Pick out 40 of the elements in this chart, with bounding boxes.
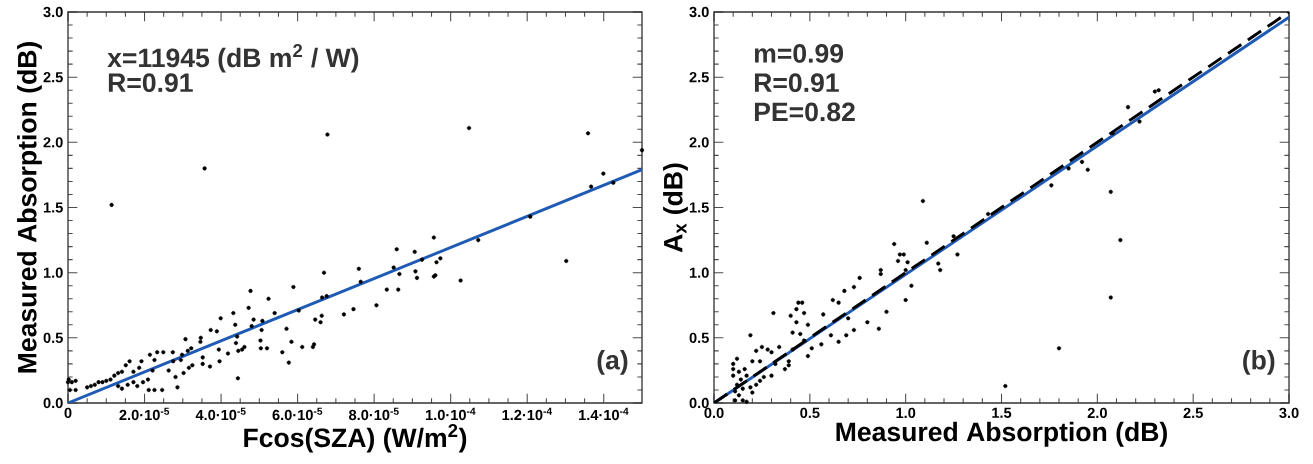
y-tick-label: 1.0 [689, 267, 709, 278]
x-tick-label: 2.5 [1183, 407, 1203, 419]
x-tick-label: 0.0 [704, 407, 724, 419]
annotation: R=0.91 [754, 73, 839, 93]
y-tick-label: 3.0 [689, 6, 709, 18]
annotation: R=0.91 [108, 73, 193, 93]
y-tick-label: 1.0 [43, 267, 63, 278]
y-tick-label: 2.5 [43, 72, 63, 83]
annotation: PE=0.82 [754, 102, 855, 122]
x-tick-label: 1.0 [896, 407, 916, 419]
x-tick-label: 1.5 [992, 407, 1012, 418]
x-tick-label: 0 [64, 407, 72, 419]
x-tick-label: 0.5 [800, 407, 820, 419]
x-tick-label: 1.4·10$^{-4}$ [579, 407, 629, 421]
annotation: (a) [597, 350, 628, 375]
x-tick-label: 4.0·10$^{-5}$ [195, 407, 246, 421]
x-tick-label: 1.2·10$^{-4}$ [502, 407, 553, 421]
y-tick-label: 3.0 [43, 6, 63, 18]
x-axis-title: Measured Absorption (dB) [836, 421, 1167, 447]
x-axis-title: Fcos(SZA) (W/m$^{2}$) [244, 423, 467, 453]
x-tick-label: 8.0·10$^{-5}$ [349, 407, 399, 421]
y-tick-label: 0.0 [43, 397, 63, 409]
y-tick-label: 0.5 [43, 332, 63, 344]
y-tick-label: 2.0 [43, 137, 63, 148]
y-axis-title: A$_{x}$ (dB) [663, 163, 688, 253]
annotation: m=0.99 [754, 44, 844, 63]
annotation: (b) [1243, 350, 1275, 375]
y-tick-label: 1.5 [689, 202, 709, 213]
x-tick-label: 3.0 [1279, 407, 1299, 419]
y-tick-label: 0.5 [689, 332, 709, 344]
y-tick-label: 0.0 [689, 397, 709, 409]
annotation: x=11945 (dB m$^{2}$ / W) [107, 44, 359, 73]
y-tick-label: 2.5 [689, 72, 709, 83]
y-tick-label: 1.5 [43, 202, 63, 213]
x-tick-label: 2.0 [1087, 407, 1107, 419]
x-tick-label: 6.0·10$^{-5}$ [272, 407, 323, 421]
y-axis-title: Measured Absorption (dB) [17, 42, 42, 373]
x-tick-label: 1.0·10$^{-4}$ [425, 407, 476, 421]
y-tick-label: 2.0 [689, 137, 709, 148]
x-tick-label: 2.0·10$^{-5}$ [119, 407, 170, 421]
